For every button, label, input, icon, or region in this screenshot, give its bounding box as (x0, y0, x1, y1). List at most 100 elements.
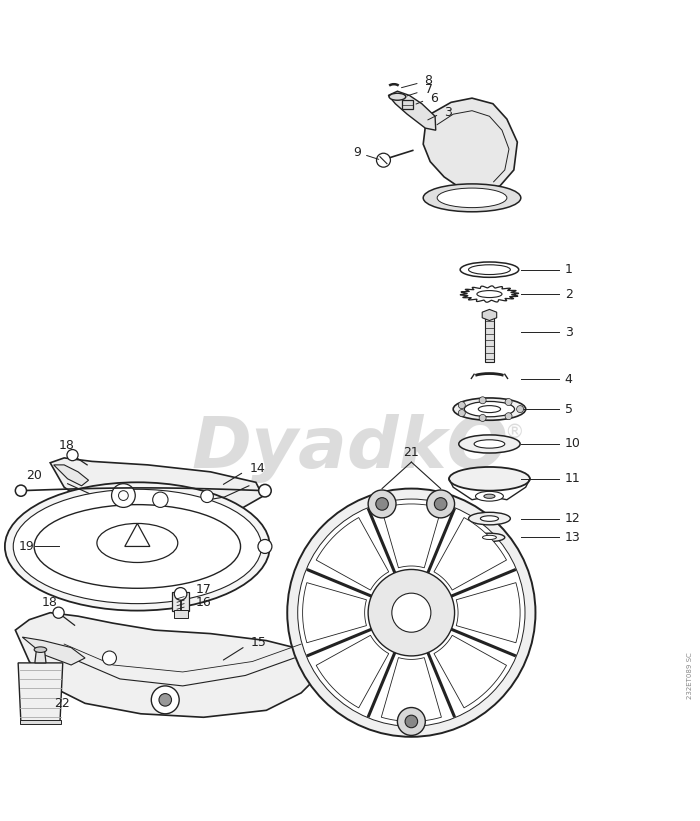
Circle shape (159, 694, 172, 706)
Ellipse shape (482, 535, 496, 539)
Ellipse shape (468, 512, 510, 525)
Ellipse shape (34, 505, 241, 589)
Text: 5: 5 (565, 402, 573, 415)
Text: 17: 17 (195, 583, 211, 596)
Ellipse shape (5, 482, 270, 611)
Polygon shape (316, 635, 389, 708)
Ellipse shape (438, 188, 507, 208)
Ellipse shape (484, 494, 495, 498)
Bar (485, 316, 494, 362)
Text: 14: 14 (250, 462, 265, 475)
Ellipse shape (389, 94, 406, 100)
Circle shape (102, 651, 116, 665)
Ellipse shape (477, 291, 502, 297)
Circle shape (298, 499, 525, 727)
Polygon shape (22, 637, 85, 665)
Ellipse shape (460, 262, 519, 277)
Text: 6: 6 (430, 92, 438, 104)
Text: 9: 9 (354, 146, 361, 159)
Polygon shape (54, 465, 88, 486)
Polygon shape (316, 517, 389, 590)
Ellipse shape (478, 406, 500, 413)
Circle shape (427, 490, 454, 518)
Polygon shape (382, 658, 442, 722)
Polygon shape (389, 91, 436, 131)
Circle shape (458, 401, 466, 409)
Text: 13: 13 (565, 531, 580, 544)
Ellipse shape (468, 265, 510, 274)
Polygon shape (35, 651, 46, 663)
Text: 2: 2 (565, 287, 573, 300)
Circle shape (398, 708, 426, 736)
Circle shape (435, 498, 447, 510)
Circle shape (505, 398, 512, 406)
Circle shape (201, 490, 214, 502)
Polygon shape (125, 524, 150, 547)
Text: 16: 16 (195, 596, 211, 608)
Text: 3: 3 (444, 106, 452, 118)
Text: 4: 4 (565, 373, 573, 386)
Polygon shape (15, 612, 322, 718)
Circle shape (479, 415, 486, 421)
Bar (174, 610, 188, 618)
Text: 232ET089 SC: 232ET089 SC (687, 652, 693, 699)
Text: DyadkO: DyadkO (192, 415, 508, 484)
Text: 20: 20 (26, 469, 42, 482)
Circle shape (287, 488, 536, 736)
Text: ®: ® (504, 424, 524, 443)
Circle shape (259, 484, 271, 497)
Polygon shape (434, 517, 507, 590)
Circle shape (118, 491, 128, 501)
Text: 15: 15 (251, 636, 267, 649)
Circle shape (405, 715, 418, 727)
Circle shape (517, 406, 524, 413)
Circle shape (368, 490, 396, 518)
Circle shape (67, 450, 78, 461)
Ellipse shape (464, 401, 514, 417)
Ellipse shape (474, 533, 505, 542)
Ellipse shape (480, 516, 498, 521)
Text: 18: 18 (59, 439, 74, 452)
Ellipse shape (453, 398, 526, 420)
Ellipse shape (424, 184, 521, 212)
Polygon shape (434, 635, 507, 708)
Text: 18: 18 (42, 596, 57, 609)
Bar (172, 592, 189, 612)
Circle shape (174, 588, 187, 600)
Polygon shape (18, 663, 63, 722)
Circle shape (53, 607, 64, 618)
Ellipse shape (13, 489, 262, 603)
Circle shape (392, 593, 431, 632)
Ellipse shape (449, 467, 530, 491)
Circle shape (151, 686, 179, 713)
Circle shape (368, 570, 454, 656)
Ellipse shape (34, 647, 47, 653)
Text: 3: 3 (565, 326, 573, 339)
Text: 19: 19 (19, 540, 34, 553)
Ellipse shape (474, 440, 505, 448)
Text: 22: 22 (55, 697, 70, 710)
Text: 11: 11 (565, 472, 580, 485)
Text: 10: 10 (565, 438, 580, 451)
Bar (20, 720, 62, 724)
Ellipse shape (475, 492, 503, 501)
Text: 8: 8 (425, 74, 433, 87)
Polygon shape (482, 310, 497, 320)
Polygon shape (302, 583, 367, 643)
Circle shape (479, 397, 486, 404)
Polygon shape (50, 458, 262, 517)
Circle shape (377, 154, 391, 167)
Bar (402, 100, 414, 109)
Ellipse shape (458, 435, 520, 453)
Circle shape (153, 492, 168, 507)
Circle shape (376, 498, 389, 510)
Circle shape (15, 485, 27, 496)
Circle shape (258, 539, 272, 553)
Text: 7: 7 (425, 83, 433, 96)
Ellipse shape (97, 524, 178, 562)
Circle shape (505, 413, 512, 420)
Polygon shape (382, 504, 442, 568)
Polygon shape (424, 99, 517, 193)
Circle shape (111, 484, 135, 507)
Text: 21: 21 (403, 446, 419, 459)
